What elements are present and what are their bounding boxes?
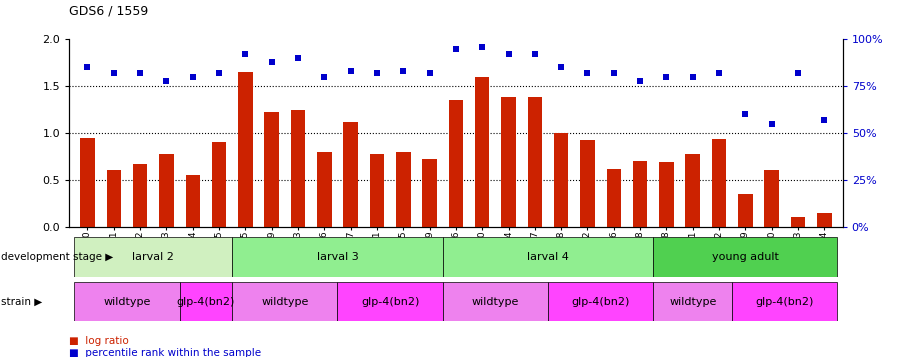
Point <box>80 65 95 70</box>
Bar <box>653 237 837 277</box>
Point <box>449 46 463 51</box>
Text: larval 2: larval 2 <box>133 252 174 262</box>
Bar <box>185 175 200 227</box>
Bar <box>443 282 548 321</box>
Text: ■  log ratio: ■ log ratio <box>69 336 129 346</box>
Bar <box>291 110 305 227</box>
Bar <box>107 171 121 227</box>
Bar <box>212 142 227 227</box>
Bar <box>133 164 147 227</box>
Point <box>159 77 174 83</box>
Text: larval 3: larval 3 <box>317 252 358 262</box>
Text: wildtype: wildtype <box>262 297 309 307</box>
Bar <box>264 112 279 227</box>
Bar <box>75 237 232 277</box>
Point <box>685 74 700 80</box>
Point <box>606 70 621 76</box>
Text: glp-4(bn2): glp-4(bn2) <box>755 297 814 307</box>
Text: wildtype: wildtype <box>103 297 151 307</box>
Point <box>817 117 832 123</box>
Bar <box>732 282 837 321</box>
Point <box>133 70 147 76</box>
Bar <box>659 162 673 227</box>
Bar <box>369 154 384 227</box>
Point <box>790 70 805 76</box>
Bar <box>607 169 621 227</box>
Bar <box>423 159 437 227</box>
Bar <box>475 77 489 227</box>
Bar <box>449 100 463 227</box>
Point <box>712 70 727 76</box>
Text: young adult: young adult <box>712 252 779 262</box>
Bar <box>653 282 732 321</box>
Bar <box>232 237 443 277</box>
Bar <box>528 97 542 227</box>
Point <box>738 111 752 117</box>
Point <box>396 68 411 74</box>
Bar <box>317 152 332 227</box>
Bar <box>159 154 174 227</box>
Bar <box>580 140 595 227</box>
Bar <box>791 217 805 227</box>
Text: GDS6 / 1559: GDS6 / 1559 <box>69 5 148 18</box>
Point <box>291 55 306 61</box>
Bar <box>239 72 252 227</box>
Text: development stage ▶: development stage ▶ <box>1 252 113 262</box>
Point <box>501 51 516 57</box>
Bar <box>685 154 700 227</box>
Bar <box>443 237 653 277</box>
Text: wildtype: wildtype <box>669 297 717 307</box>
Point <box>422 70 437 76</box>
Point <box>185 74 200 80</box>
Point <box>344 68 358 74</box>
Point <box>554 65 568 70</box>
Point <box>580 70 595 76</box>
Bar <box>337 282 443 321</box>
Bar <box>75 282 180 321</box>
Bar <box>738 194 752 227</box>
Text: strain ▶: strain ▶ <box>1 297 42 307</box>
Text: ■  percentile rank within the sample: ■ percentile rank within the sample <box>69 348 262 357</box>
Bar <box>501 97 516 227</box>
Bar <box>817 213 832 227</box>
Text: glp-4(bn2): glp-4(bn2) <box>571 297 630 307</box>
Point <box>475 44 490 50</box>
Point <box>369 70 384 76</box>
Bar <box>232 282 337 321</box>
Point <box>107 70 122 76</box>
Point <box>633 77 647 83</box>
Text: glp-4(bn2): glp-4(bn2) <box>361 297 419 307</box>
Bar <box>712 139 727 227</box>
Text: larval 4: larval 4 <box>527 252 569 262</box>
Point <box>764 121 779 126</box>
Bar <box>180 282 232 321</box>
Bar <box>548 282 653 321</box>
Point <box>659 74 674 80</box>
Bar <box>396 152 411 227</box>
Point <box>528 51 542 57</box>
Bar <box>633 161 647 227</box>
Text: glp-4(bn2): glp-4(bn2) <box>177 297 235 307</box>
Text: wildtype: wildtype <box>472 297 519 307</box>
Bar <box>80 138 95 227</box>
Bar <box>344 122 358 227</box>
Point <box>264 59 279 65</box>
Point <box>238 51 252 57</box>
Bar <box>554 133 568 227</box>
Point <box>212 70 227 76</box>
Point <box>317 74 332 80</box>
Bar <box>764 171 779 227</box>
